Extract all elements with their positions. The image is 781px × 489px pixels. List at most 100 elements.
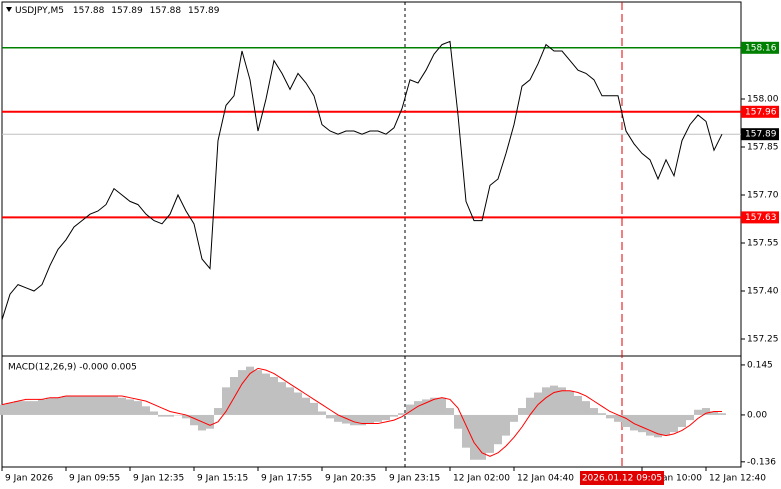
y-tick-label: 157.25 bbox=[747, 335, 779, 345]
histogram-bar bbox=[630, 414, 638, 431]
histogram-bar bbox=[94, 395, 102, 415]
x-tick-label: 9 Jan 15:15 bbox=[197, 474, 248, 484]
histogram-bar bbox=[30, 401, 38, 415]
histogram-bar bbox=[350, 414, 358, 426]
x-tick-label: 9 Jan 23:15 bbox=[389, 474, 440, 484]
y-tick-label: 157.85 bbox=[747, 143, 779, 153]
price-header: USDJPY,M5 157.88 157.89 157.88 157.89 bbox=[15, 6, 220, 16]
histogram-bar bbox=[6, 402, 14, 415]
x-tick-label: 9 Jan 17:55 bbox=[261, 474, 312, 484]
histogram-bar bbox=[574, 395, 582, 415]
histogram-bar bbox=[150, 411, 158, 415]
histogram-bar bbox=[566, 390, 574, 415]
histogram-bar bbox=[254, 370, 262, 415]
histogram-bar bbox=[598, 413, 606, 415]
histogram-bar bbox=[126, 399, 134, 415]
y-tick-label: 158.00 bbox=[747, 95, 779, 105]
histogram-bar bbox=[446, 408, 454, 415]
histogram-bar bbox=[654, 414, 662, 438]
histogram-bar bbox=[222, 387, 230, 415]
y-tick-label: 0.00 bbox=[747, 410, 767, 420]
histogram-bar bbox=[526, 397, 534, 415]
histogram-bar bbox=[262, 373, 270, 415]
symbol: USDJPY,M5 bbox=[15, 6, 64, 16]
y-tick-label: 0.145 bbox=[747, 360, 773, 370]
histogram-bar bbox=[670, 414, 678, 433]
y-tick-label: 157.70 bbox=[747, 191, 779, 201]
histogram-bar bbox=[550, 385, 558, 415]
signal-line bbox=[1, 367, 722, 457]
close: 157.89 bbox=[188, 6, 220, 16]
open: 157.88 bbox=[73, 6, 105, 16]
level-label-box bbox=[741, 41, 779, 54]
histogram-bar bbox=[174, 414, 182, 416]
histogram-bar bbox=[342, 414, 350, 424]
histogram-bar bbox=[638, 414, 646, 433]
y-tick-label: -0.136 bbox=[747, 457, 776, 467]
histogram-bar bbox=[494, 414, 502, 445]
histogram-bar bbox=[686, 414, 694, 421]
histogram-bar bbox=[406, 404, 414, 415]
x-tick-label: 12 Jan 10:00 bbox=[645, 474, 702, 484]
histogram-bar bbox=[302, 397, 310, 415]
histogram-bar bbox=[694, 409, 702, 415]
histogram-bar bbox=[470, 414, 478, 460]
histogram-bar bbox=[398, 413, 406, 415]
histogram-bar bbox=[286, 387, 294, 415]
histogram-bar bbox=[78, 395, 86, 415]
crosshair-box bbox=[580, 471, 664, 485]
low: 157.88 bbox=[150, 6, 182, 16]
histogram-bar bbox=[614, 414, 622, 422]
histogram-bar bbox=[486, 414, 494, 453]
level-label: 158.16 bbox=[745, 43, 777, 53]
histogram-bar bbox=[438, 397, 446, 415]
histogram-bar bbox=[238, 370, 246, 415]
histogram-bar bbox=[358, 414, 366, 426]
histogram-bar bbox=[662, 414, 670, 436]
histogram-bar bbox=[110, 395, 118, 415]
histogram-bar bbox=[134, 401, 142, 415]
histogram-bar bbox=[542, 387, 550, 415]
level-label: 157.63 bbox=[745, 213, 777, 223]
x-tick-label: 12 Jan 04:40 bbox=[517, 474, 574, 484]
histogram-bar bbox=[278, 382, 286, 415]
histogram-bar bbox=[710, 411, 718, 415]
x-tick-label: 9 Jan 20:35 bbox=[325, 474, 376, 484]
level-label-box bbox=[741, 211, 779, 224]
histogram-bar bbox=[454, 414, 462, 429]
histogram-bar bbox=[118, 397, 126, 415]
histogram-bar bbox=[366, 414, 374, 424]
histogram-bar bbox=[310, 402, 318, 415]
histogram-bar bbox=[270, 377, 278, 415]
histogram-bar bbox=[590, 408, 598, 415]
histogram-bar bbox=[558, 387, 566, 415]
histogram-bar bbox=[518, 408, 526, 415]
histogram-bar bbox=[158, 414, 166, 417]
histogram-bar bbox=[622, 414, 630, 427]
level-label-box bbox=[741, 105, 779, 118]
histogram-bar bbox=[0, 404, 6, 415]
histogram-bar bbox=[102, 395, 110, 415]
histogram-bar bbox=[214, 408, 222, 415]
histogram-bar bbox=[702, 408, 710, 415]
histogram-bar bbox=[718, 413, 726, 415]
histogram-bar bbox=[414, 401, 422, 415]
x-tick-label: 12 Jan 12:40 bbox=[709, 474, 766, 484]
histogram-bar bbox=[294, 392, 302, 415]
last-price-box bbox=[741, 128, 779, 141]
x-tick-label: 12 Jan 02:00 bbox=[453, 474, 510, 484]
x-tick-label: 9 Jan 12:35 bbox=[133, 474, 184, 484]
histogram-bar bbox=[206, 414, 214, 429]
histogram-bar bbox=[374, 414, 382, 422]
histogram-bar bbox=[390, 414, 398, 417]
histogram-bar bbox=[246, 366, 254, 415]
histogram-bar bbox=[22, 401, 30, 415]
histogram-bar bbox=[678, 414, 686, 427]
level-label: 157.96 bbox=[745, 107, 777, 117]
histogram-bar bbox=[318, 411, 326, 415]
histogram-bar bbox=[582, 401, 590, 415]
histogram-bar bbox=[462, 414, 470, 448]
frame bbox=[1, 1, 742, 468]
histogram-bar bbox=[334, 414, 342, 422]
